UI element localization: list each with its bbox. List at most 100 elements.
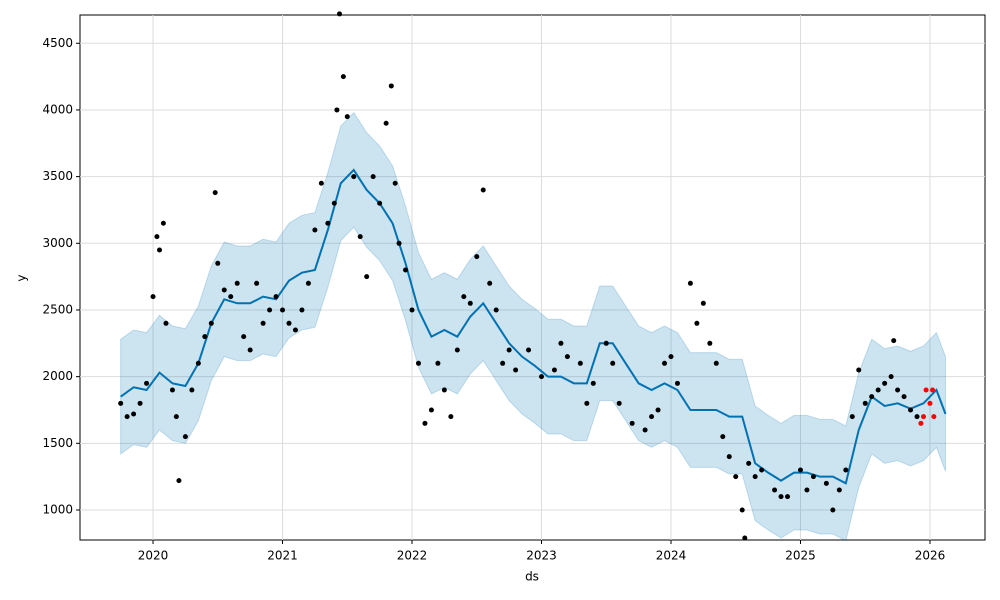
observed-point [584, 400, 590, 406]
observed-point [513, 367, 519, 373]
observed-point [137, 400, 143, 406]
observed-point [700, 300, 706, 306]
observed-point [908, 407, 914, 413]
observed-point [351, 174, 357, 180]
observed-point [208, 320, 214, 326]
observed-point [739, 507, 745, 513]
recent-point [927, 400, 933, 406]
observed-point [856, 367, 862, 373]
observed-point [823, 480, 829, 486]
observed-point [467, 300, 473, 306]
observed-point [649, 414, 655, 420]
x-tick-label: 2023 [526, 549, 557, 563]
observed-point [357, 234, 363, 240]
observed-point [299, 307, 305, 313]
observed-point [538, 374, 544, 380]
observed-point [318, 180, 324, 186]
observed-point [875, 387, 881, 393]
observed-point [454, 347, 460, 353]
observed-point [778, 494, 784, 500]
observed-point [150, 294, 156, 300]
observed-point [254, 280, 260, 286]
y-tick-label: 4000 [42, 102, 73, 116]
observed-point [221, 287, 227, 293]
observed-point [340, 74, 346, 80]
observed-point [124, 414, 130, 420]
observed-point [157, 247, 163, 253]
observed-point [759, 467, 765, 473]
observed-point [862, 400, 868, 406]
observed-point [804, 487, 810, 493]
x-tick-label: 2021 [267, 549, 298, 563]
y-tick-label: 2500 [42, 302, 73, 316]
observed-point [901, 394, 907, 400]
x-tick-label: 2022 [397, 549, 428, 563]
observed-point [241, 334, 247, 340]
observed-point [247, 347, 253, 353]
x-tick-label: 2020 [138, 549, 169, 563]
observed-point [746, 460, 752, 466]
observed-point [551, 367, 557, 373]
observed-point [558, 340, 564, 346]
observed-point [668, 354, 674, 360]
observed-point [849, 414, 855, 420]
y-tick-label: 1500 [42, 436, 73, 450]
observed-point [733, 474, 739, 480]
recent-point [918, 420, 924, 426]
observed-point [500, 360, 506, 366]
observed-point [370, 174, 376, 180]
observed-point [228, 294, 234, 300]
observed-point [752, 474, 758, 480]
observed-point [616, 400, 622, 406]
observed-point [707, 340, 713, 346]
observed-point [474, 254, 480, 260]
recent-point [920, 414, 926, 420]
observed-point [480, 187, 486, 193]
observed-point [234, 280, 240, 286]
observed-point [267, 307, 273, 313]
observed-point [202, 334, 208, 340]
observed-point [642, 427, 648, 433]
observed-point [344, 114, 350, 120]
observed-point [260, 320, 266, 326]
y-tick-label: 2000 [42, 369, 73, 383]
observed-point [428, 407, 434, 413]
observed-point [461, 294, 467, 300]
plot-frame [79, 14, 986, 541]
observed-point [364, 274, 370, 280]
observed-point [396, 240, 402, 246]
observed-point [292, 327, 298, 333]
observed-point [215, 260, 221, 266]
x-tick-label: 2025 [785, 549, 816, 563]
observed-point [797, 467, 803, 473]
y-axis-label: y [15, 274, 29, 281]
y-tick-label: 3000 [42, 236, 73, 250]
observed-point [392, 180, 398, 186]
observed-point [888, 374, 894, 380]
observed-point [422, 420, 428, 426]
observed-point [118, 400, 124, 406]
observed-point [273, 294, 279, 300]
observed-point [173, 414, 179, 420]
observed-point [830, 507, 836, 513]
observed-point [403, 267, 409, 273]
observed-point [383, 120, 389, 126]
observed-point [169, 387, 175, 393]
observed-point [305, 280, 311, 286]
observed-point [448, 414, 454, 420]
observed-point [487, 280, 493, 286]
x-tick-label: 2026 [915, 549, 946, 563]
observed-point [131, 411, 137, 417]
observed-point [409, 307, 415, 313]
observed-point [772, 487, 778, 493]
observed-point [882, 380, 888, 386]
observed-point [526, 347, 532, 353]
observed-point [154, 234, 160, 240]
observed-point [785, 494, 791, 500]
observed-point [336, 11, 342, 17]
observed-point [182, 434, 188, 440]
observed-point [655, 407, 661, 413]
recent-point [930, 387, 936, 393]
y-tick-label: 3500 [42, 169, 73, 183]
